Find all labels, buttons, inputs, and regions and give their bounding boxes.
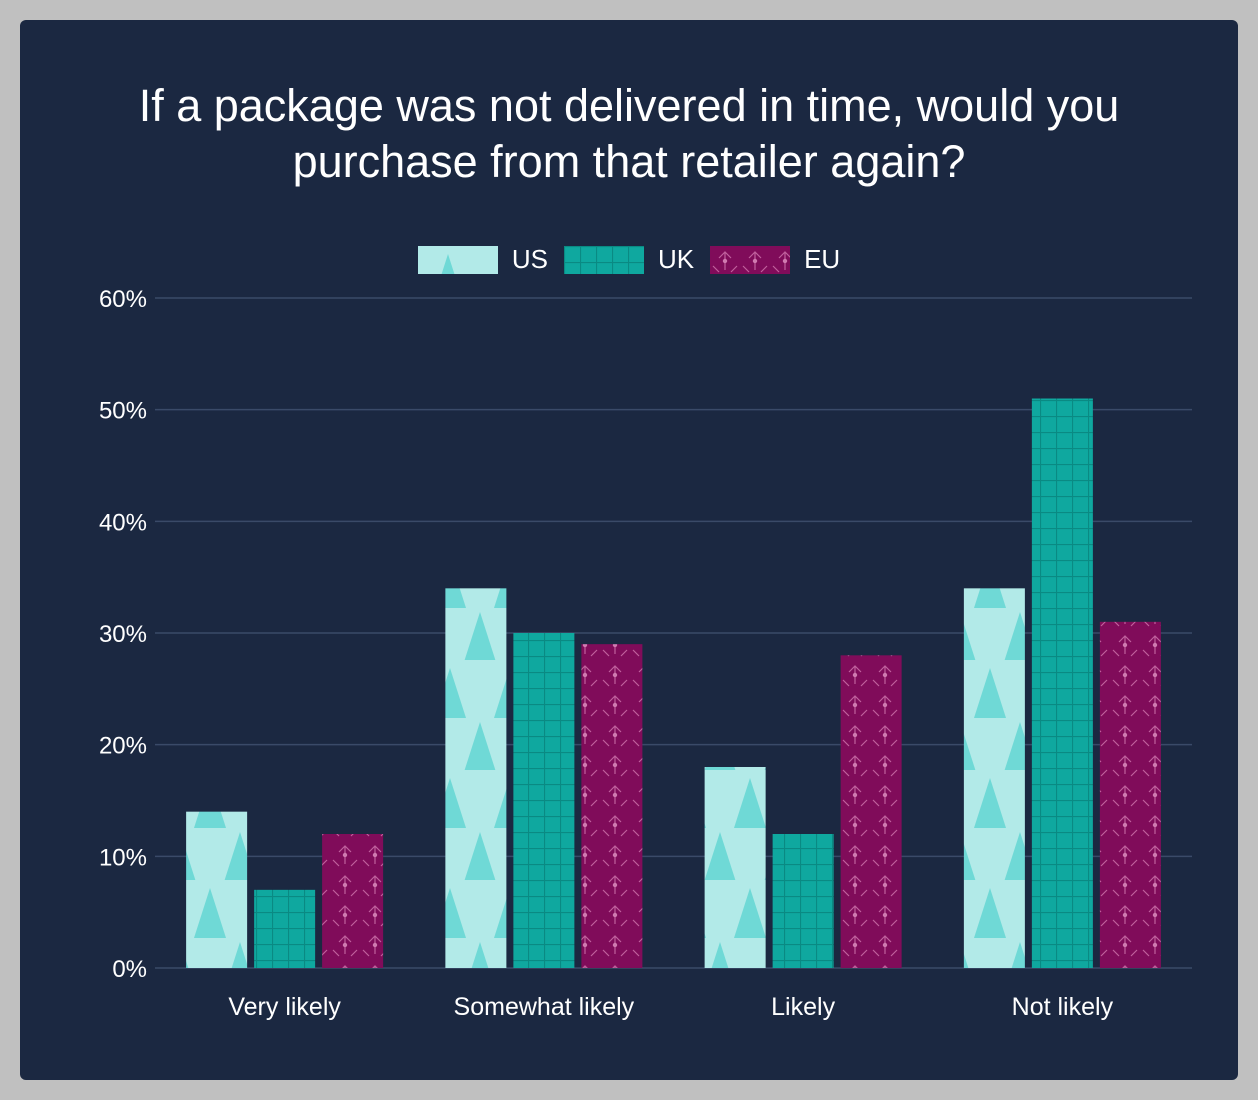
y-tick-label: 50% [99, 398, 147, 425]
bar-us-not-likely[interactable] [963, 588, 1025, 968]
bar-eu-somewhat-likely[interactable] [581, 644, 643, 968]
y-tick-label: 30% [99, 621, 147, 648]
legend-swatch-eu [710, 245, 791, 274]
legend-label-uk: UK [657, 244, 695, 274]
bar-us-very-likely[interactable] [186, 811, 248, 968]
bar-us-somewhat-likely[interactable] [445, 588, 507, 968]
bar-uk-likely[interactable] [772, 834, 834, 968]
x-tick-label: Very likely [228, 993, 341, 1021]
x-tick-label: Likely [771, 993, 835, 1021]
y-tick-label: 20% [99, 733, 147, 760]
legend-item-us[interactable]: US [417, 244, 548, 275]
legend-item-uk[interactable]: UK [563, 244, 695, 275]
legend-item-eu[interactable]: EU [710, 244, 840, 275]
bar-eu-likely[interactable] [840, 655, 902, 968]
x-tick-label: Somewhat likely [454, 993, 635, 1021]
legend-swatch-uk [563, 245, 644, 274]
bar-eu-not-likely[interactable] [1099, 621, 1161, 968]
bar-uk-not-likely[interactable] [1031, 398, 1093, 969]
bar-eu-very-likely[interactable] [322, 834, 384, 968]
legend-label-us: US [511, 244, 548, 274]
y-tick-label: 60% [99, 286, 147, 313]
x-tick-label: Not likely [1012, 993, 1114, 1021]
legend-label-eu: EU [804, 244, 841, 274]
legend-swatch-us [417, 245, 498, 274]
bar-uk-somewhat-likely[interactable] [513, 633, 575, 968]
y-tick-label: 0% [112, 956, 147, 983]
chart-title: If a package was not delivered in time, … [138, 80, 1120, 187]
bar-us-likely[interactable] [704, 767, 766, 968]
y-tick-label: 10% [99, 844, 147, 871]
legend: US UK EU [0, 244, 1258, 275]
y-tick-label: 40% [99, 509, 147, 536]
bar-uk-very-likely[interactable] [254, 889, 316, 968]
